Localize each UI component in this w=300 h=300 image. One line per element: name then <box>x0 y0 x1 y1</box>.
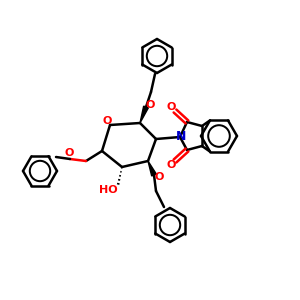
Polygon shape <box>140 106 148 123</box>
Text: O: O <box>145 100 155 110</box>
Text: O: O <box>166 160 176 170</box>
Text: O: O <box>64 148 74 158</box>
Text: O: O <box>166 102 176 112</box>
Text: N: N <box>176 130 186 142</box>
Text: O: O <box>154 172 164 182</box>
Text: O: O <box>102 116 112 126</box>
Polygon shape <box>148 161 156 176</box>
Text: HO: HO <box>99 185 117 195</box>
